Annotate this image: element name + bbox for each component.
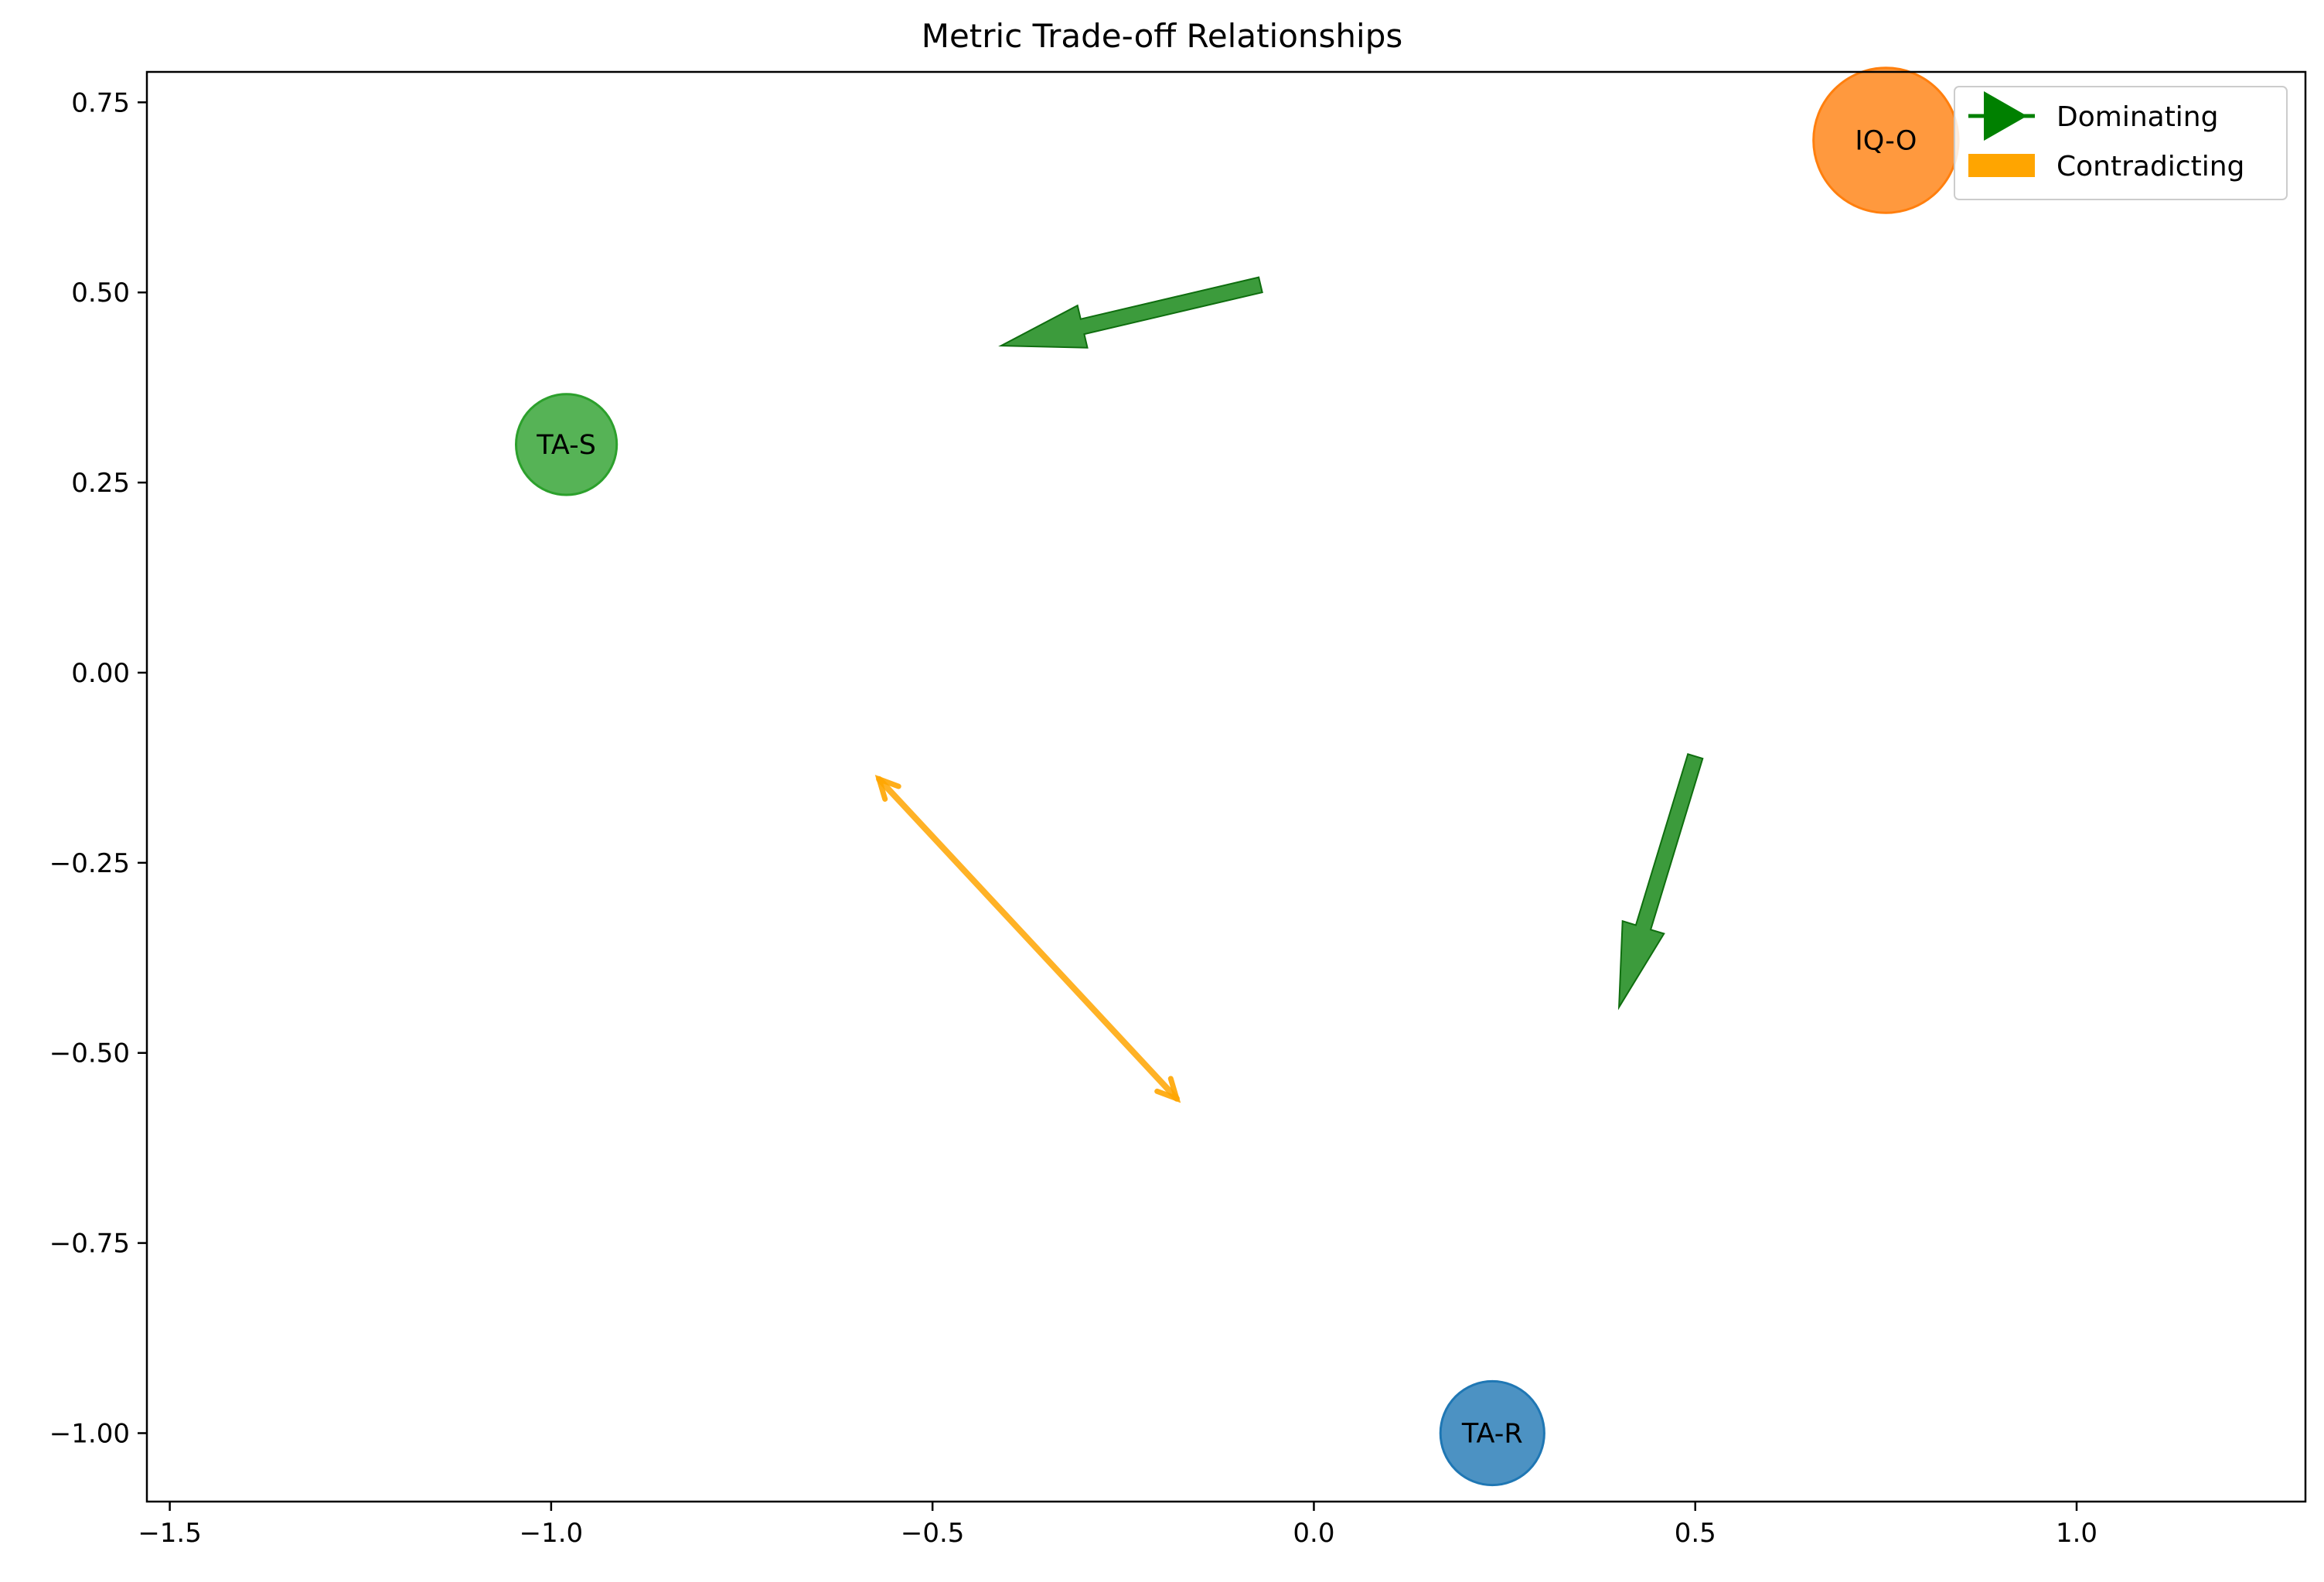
dominating-arrow-0 bbox=[998, 276, 1263, 349]
y-tick-label-0: 0.75 bbox=[71, 87, 130, 118]
contradicting-head-end-2 bbox=[1154, 1076, 1181, 1103]
x-tick-label-4: 0.5 bbox=[1675, 1518, 1716, 1549]
y-tick-label-1: 0.50 bbox=[71, 278, 130, 309]
x-tick-label-1: −1.0 bbox=[520, 1518, 584, 1549]
y-tick-label-4: −0.25 bbox=[49, 848, 130, 879]
legend-entry-contradicting: Contradicting bbox=[1968, 151, 2244, 182]
chart-title: Metric Trade-off Relationships bbox=[921, 17, 1403, 55]
node-label-ta-r: TA-R bbox=[1461, 1419, 1523, 1450]
node-label-iq-o: IQ-O bbox=[1855, 126, 1917, 157]
dominating-arrow-1 bbox=[1617, 753, 1704, 1011]
legend: Dominating Contradicting bbox=[1954, 86, 2288, 200]
legend-label-dominating: Dominating bbox=[2057, 101, 2218, 133]
legend-contradicting-patch bbox=[1968, 154, 2035, 177]
y-tick-label-7: −1.00 bbox=[49, 1418, 130, 1449]
contradicting-line-2 bbox=[876, 776, 1180, 1102]
node-circle-ta-r bbox=[1439, 1379, 1545, 1487]
x-tick-label-2: −0.5 bbox=[901, 1518, 965, 1549]
x-tick-label-3: 0.0 bbox=[1293, 1518, 1334, 1549]
y-tick-label-5: −0.50 bbox=[49, 1038, 130, 1069]
axes-layer: −1.5 −1.0 −0.5 0.0 0.5 1.0 0.75 0.50 0.25 0.00 −0.… bbox=[49, 70, 2307, 1549]
y-tick-label-2: 0.25 bbox=[71, 468, 130, 499]
x-tick-label-0: −1.5 bbox=[138, 1518, 202, 1549]
node-label-ta-s: TA-S bbox=[536, 430, 596, 461]
contradicting-head-start-2 bbox=[874, 774, 901, 802]
contradicting-arrow-2 bbox=[874, 774, 1181, 1103]
legend-entry-dominating: Dominating bbox=[1968, 91, 2218, 141]
legend-box bbox=[1954, 86, 2288, 200]
marks-layer: IQ-O TA-S TA-R bbox=[515, 66, 1960, 1487]
y-tick-label-3: 0.00 bbox=[71, 658, 130, 689]
legend-label-contradicting: Contradicting bbox=[2057, 151, 2244, 182]
node-circle-ta-s bbox=[515, 393, 618, 496]
y-tick-label-6: −0.75 bbox=[49, 1229, 130, 1260]
legend-dominating-triangle bbox=[1984, 91, 2027, 141]
x-tick-label-5: 1.0 bbox=[2056, 1518, 2097, 1549]
plot-frame bbox=[145, 70, 2307, 1503]
